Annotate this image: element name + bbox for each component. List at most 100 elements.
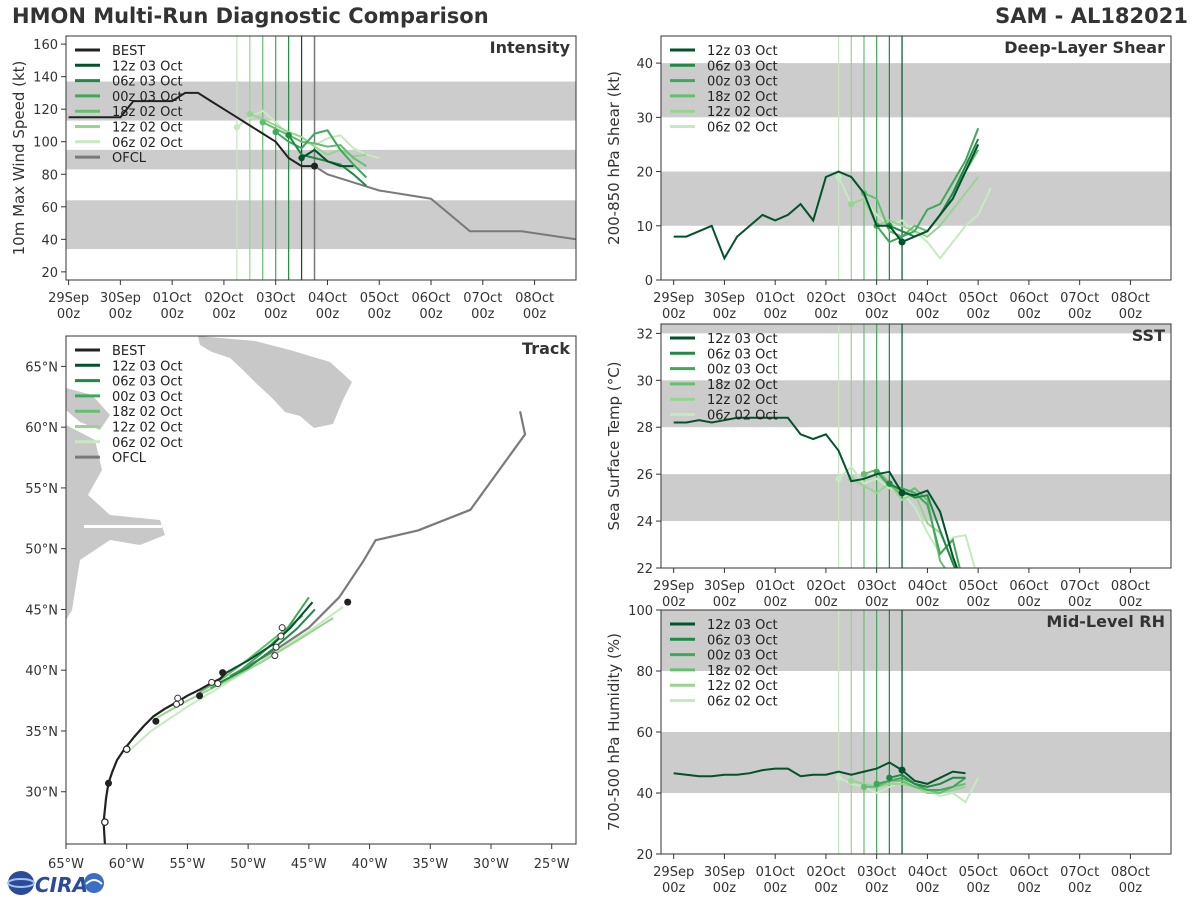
intensity-frame bbox=[65, 35, 577, 281]
cira-logo: CIRA bbox=[7, 871, 104, 897]
intensity-xtick-label-hour: 00z bbox=[212, 307, 236, 322]
shear-xtick-label-hour: 00z bbox=[763, 307, 787, 322]
track-ytick-label: 45°N bbox=[25, 603, 58, 618]
shear-panel: 01020304029Sep00z30Sep00z01Oct00z02Oct00… bbox=[605, 35, 1172, 322]
sst-panel-title: SST bbox=[1132, 326, 1165, 345]
rh-xtick-label-date: 07Oct bbox=[1060, 865, 1099, 880]
shear-xtick-label-hour: 00z bbox=[814, 307, 838, 322]
rh-xtick-label-hour: 00z bbox=[966, 881, 990, 896]
intensity-series-start-dot bbox=[272, 128, 279, 136]
sst-plot-area bbox=[661, 324, 1171, 568]
shear-ytick-label: 30 bbox=[636, 111, 653, 126]
shear-xtick-label-date: 01Oct bbox=[756, 291, 795, 306]
track-forecast-open-dot bbox=[278, 624, 286, 632]
rh-xtick-label-date: 01Oct bbox=[756, 865, 795, 880]
sst-xtick-label-hour: 00z bbox=[814, 595, 838, 610]
sst-xtick-label-hour: 00z bbox=[763, 595, 787, 610]
sst-frame bbox=[660, 323, 1172, 569]
shear-xtick-label-hour: 00z bbox=[713, 307, 737, 322]
intensity-xtick-label-hour: 00z bbox=[316, 307, 340, 322]
logo-wave-icon bbox=[85, 879, 103, 885]
sst-band bbox=[661, 324, 1171, 334]
sst-series-start-dot bbox=[835, 475, 842, 483]
rh-legend-label: 18z 02 Oct bbox=[707, 664, 778, 679]
intensity-legend-label: 06z 02 Oct bbox=[112, 136, 183, 151]
intensity-legend-label: BEST bbox=[112, 44, 145, 59]
shear-legend-label: 12z 02 Oct bbox=[707, 105, 778, 120]
sst-legend-label: 12z 03 Oct bbox=[707, 332, 778, 347]
sst-ytick-label: 24 bbox=[636, 515, 653, 530]
rh-series-line bbox=[851, 779, 966, 794]
sst-xtick-label-date: 29Sep bbox=[653, 579, 694, 594]
track-legend-label: 06z 02 Oct bbox=[112, 436, 183, 451]
intensity-xtick-label-date: 05Oct bbox=[360, 291, 399, 306]
intensity-ytick-label: 20 bbox=[41, 266, 58, 281]
intensity-xtick-label-date: 30Sep bbox=[100, 291, 141, 306]
rh-legend-label: 00z 03 Oct bbox=[707, 649, 778, 664]
sst-xtick-label-hour: 00z bbox=[713, 595, 737, 610]
track-best-open-dot bbox=[122, 745, 131, 754]
rh-legend-label: 12z 02 Oct bbox=[707, 679, 778, 694]
rh-xtick-label-date: 04Oct bbox=[908, 865, 947, 880]
intensity-xtick-label-hour: 00z bbox=[264, 307, 288, 322]
sst-series-line bbox=[875, 471, 961, 568]
sst-panel: 22242628303229Sep00z30Sep00z01Oct00z02Oc… bbox=[605, 323, 1172, 610]
intensity-panel: 2040608010012014016029Sep00z30Sep00z01Oc… bbox=[10, 35, 577, 322]
shear-xtick-label-date: 02Oct bbox=[806, 291, 845, 306]
sst-xtick-label-date: 03Oct bbox=[857, 579, 896, 594]
rh-series-start-dot bbox=[848, 777, 855, 784]
track-ytick-label: 30°N bbox=[25, 786, 58, 801]
sst-xtick-label-date: 30Sep bbox=[704, 579, 745, 594]
intensity-ofcl-line bbox=[313, 165, 576, 241]
intensity-ytick-label: 60 bbox=[41, 201, 58, 216]
intensity-series-line bbox=[262, 121, 367, 167]
shear-series-start-dot bbox=[835, 173, 842, 181]
storm-title: SAM - AL182021 bbox=[995, 4, 1188, 28]
intensity-xtick-label-date: 04Oct bbox=[308, 291, 347, 306]
rh-ytick-label: 80 bbox=[636, 665, 653, 680]
intensity-ytick-label: 40 bbox=[41, 233, 58, 248]
rh-xtick-label-date: 29Sep bbox=[653, 865, 694, 880]
rh-band bbox=[661, 732, 1171, 793]
rh-xtick-label-date: 05Oct bbox=[959, 865, 998, 880]
shear-band bbox=[661, 63, 1171, 118]
canada-landmass bbox=[66, 425, 165, 620]
track-forecast-open-dot bbox=[214, 680, 222, 688]
rh-legend-label: 06z 02 Oct bbox=[707, 695, 778, 710]
track-xtick-label: 65°W bbox=[48, 857, 84, 872]
sst-legend-label: 06z 02 Oct bbox=[707, 409, 778, 424]
intensity-xtick-label-hour: 00z bbox=[419, 307, 443, 322]
sst-legend-label: 00z 03 Oct bbox=[707, 363, 778, 378]
intensity-ylabel: 10m Max Wind Speed (kt) bbox=[10, 61, 28, 256]
sst-series-start-dot bbox=[860, 470, 868, 478]
shear-xtick-label-date: 04Oct bbox=[908, 291, 947, 306]
intensity-series-start-dot bbox=[259, 119, 266, 126]
shear-xtick-label-date: 29Sep bbox=[653, 291, 694, 306]
shear-xtick-label-date: 07Oct bbox=[1060, 291, 1099, 306]
sst-xtick-label-hour: 00z bbox=[1068, 595, 1092, 610]
rh-xtick-label-hour: 00z bbox=[865, 881, 889, 896]
intensity-series-start-dot bbox=[285, 132, 292, 139]
page-title: HMON Multi-Run Diagnostic Comparison bbox=[12, 4, 489, 28]
shear-xtick-label-hour: 00z bbox=[865, 307, 889, 322]
track-forecast-open-dot bbox=[173, 700, 180, 708]
rh-best-line bbox=[673, 761, 903, 778]
rh-xtick-label-hour: 00z bbox=[662, 881, 686, 896]
shear-xtick-label-date: 05Oct bbox=[959, 291, 998, 306]
shear-ytick-label: 40 bbox=[636, 57, 653, 72]
logo-globe-icon bbox=[8, 871, 34, 895]
shear-legend-label: 12z 03 Oct bbox=[707, 44, 778, 59]
sst-ytick-label: 22 bbox=[636, 562, 653, 577]
track-legend-label: OFCL bbox=[112, 451, 147, 466]
rh-series-line bbox=[889, 773, 966, 788]
greenland-landmass bbox=[198, 336, 352, 428]
intensity-series-start-dot bbox=[233, 123, 241, 131]
shear-xtick-label-hour: 00z bbox=[662, 307, 686, 322]
track-ytick-label: 40°N bbox=[25, 664, 58, 679]
rh-series-line bbox=[901, 769, 966, 785]
intensity-xtick-label-date: 01Oct bbox=[153, 291, 192, 306]
intensity-xtick-label-date: 07Oct bbox=[463, 291, 502, 306]
rh-ytick-label: 60 bbox=[636, 726, 653, 741]
rh-legend-label: 12z 03 Oct bbox=[707, 618, 778, 633]
